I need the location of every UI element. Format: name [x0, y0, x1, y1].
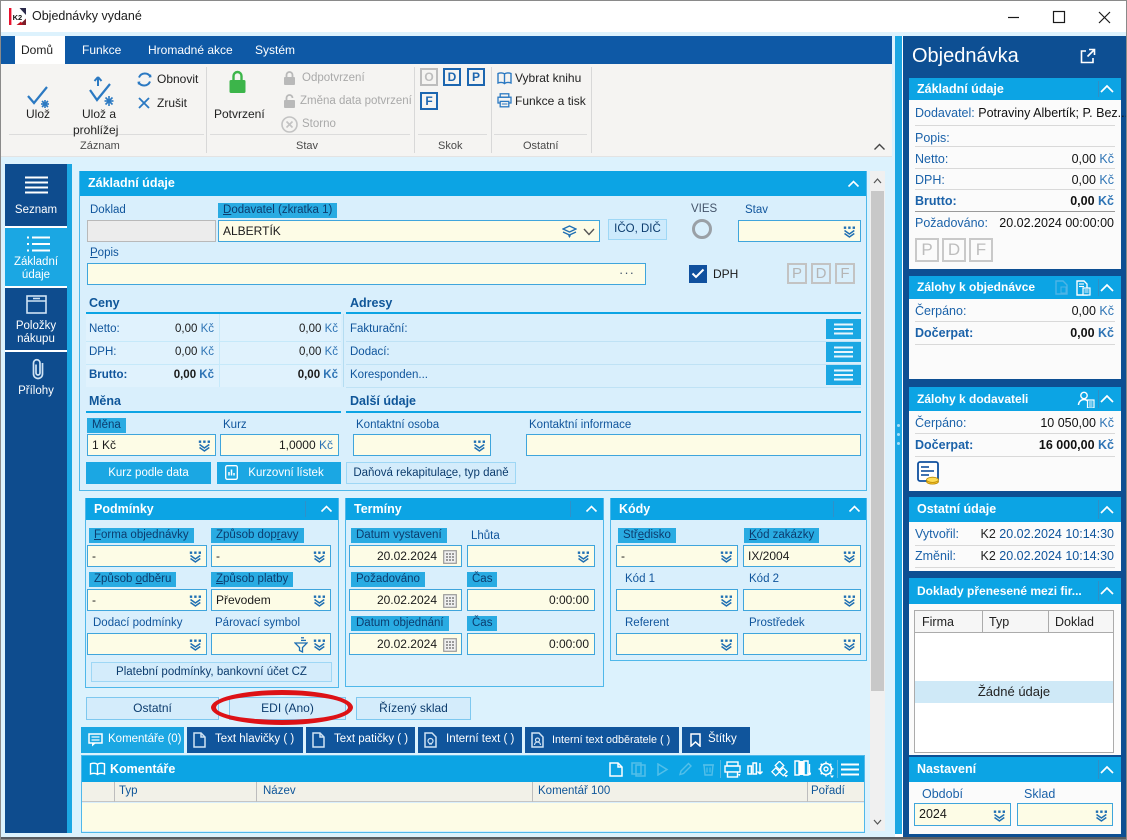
svg-text:K2: K2: [13, 13, 23, 22]
